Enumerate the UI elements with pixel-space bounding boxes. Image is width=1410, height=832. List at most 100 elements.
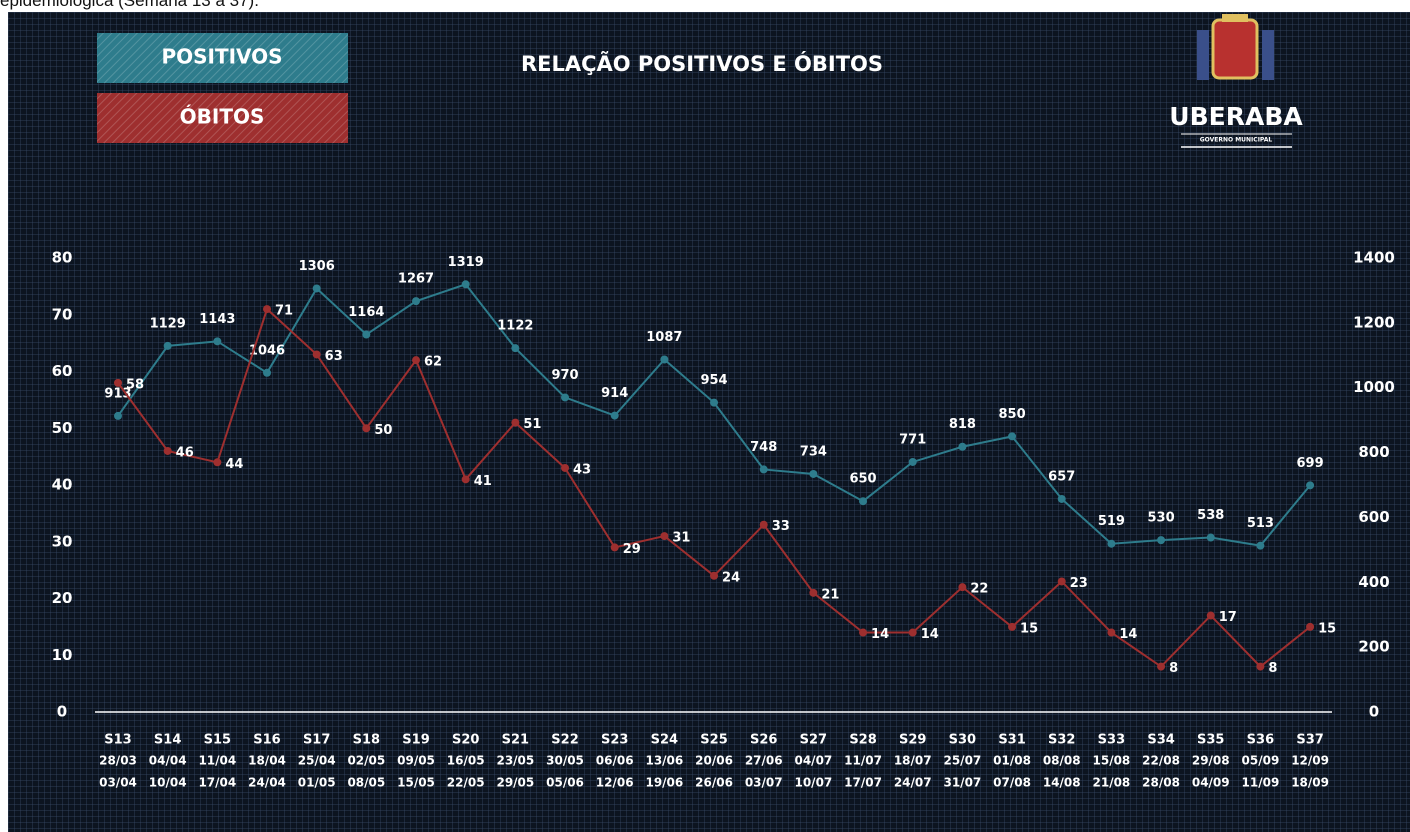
data-point: [1306, 481, 1315, 490]
value-label: 71: [275, 304, 293, 319]
data-point: [610, 411, 619, 420]
value-label: 15: [1318, 621, 1336, 636]
logo-subtitle: GOVERNO MUNICIPAL: [1200, 137, 1273, 144]
y2-tick-label: 0: [1369, 703, 1379, 721]
series-line: [117, 307, 1311, 668]
x-period-start: 08/08: [1043, 754, 1081, 768]
y2-tick-label: 400: [1358, 573, 1389, 591]
x-period-start: 22/08: [1142, 754, 1180, 768]
data-point: [809, 469, 818, 478]
data-point: [958, 583, 967, 592]
chart-title: RELAÇÃO POSITIVOS E ÓBITOS: [521, 51, 883, 76]
data-point: [908, 457, 917, 466]
x-period-start: 30/05: [546, 754, 584, 768]
data-point: [163, 341, 172, 350]
y-tick-label: 70: [52, 305, 73, 323]
data-point: [114, 378, 122, 387]
x-tick-label: S36: [1247, 733, 1274, 748]
x-period-end: 24/07: [894, 776, 932, 790]
data-point: [610, 543, 619, 552]
x-tick-label: S25: [700, 733, 727, 748]
value-label: 8: [1169, 661, 1178, 676]
data-point: [312, 284, 321, 293]
x-tick-label: S29: [899, 733, 926, 748]
x-period-end: 22/05: [447, 776, 485, 790]
value-label: 657: [1048, 469, 1075, 484]
data-point: [1306, 622, 1315, 631]
data-point: [561, 463, 570, 472]
value-label: 519: [1098, 514, 1125, 529]
y-tick-label: 40: [52, 476, 73, 494]
x-tick-label: S17: [303, 733, 330, 748]
x-period-end: 07/08: [993, 776, 1031, 790]
x-period-start: 29/08: [1192, 754, 1230, 768]
x-period-end: 31/07: [943, 776, 981, 790]
data-point: [1008, 622, 1017, 631]
x-period-start: 18/04: [248, 754, 286, 768]
x-tick-label: S19: [402, 733, 429, 748]
x-tick-label: S16: [253, 733, 280, 748]
data-point: [114, 411, 122, 420]
value-label: 1143: [199, 312, 235, 327]
y-tick-label: 80: [52, 249, 73, 267]
data-point: [859, 497, 868, 506]
value-label: 699: [1297, 456, 1324, 471]
x-tick-label: S33: [1098, 733, 1125, 748]
data-point: [1008, 432, 1017, 441]
x-period-start: 02/05: [347, 754, 385, 768]
x-period-start: 20/06: [695, 754, 733, 768]
value-label: 46: [176, 445, 194, 460]
value-label: 50: [374, 423, 392, 438]
value-label: 33: [772, 519, 790, 534]
data-point: [759, 465, 768, 474]
legend-label: POSITIVOS: [161, 45, 282, 69]
x-period-end: 18/09: [1291, 776, 1329, 790]
x-period-end: 26/06: [695, 776, 733, 790]
value-label: 914: [601, 386, 628, 401]
x-period-start: 04/04: [149, 754, 187, 768]
value-label: 734: [800, 444, 827, 459]
x-period-start: 25/07: [943, 754, 981, 768]
x-tick-label: S13: [104, 733, 131, 748]
x-period-end: 21/08: [1093, 776, 1131, 790]
data-point: [263, 368, 272, 377]
x-tick-label: S34: [1147, 733, 1174, 748]
value-label: 954: [700, 373, 727, 388]
x-period-start: 27/06: [745, 754, 783, 768]
data-point: [412, 297, 421, 306]
y-tick-label: 20: [52, 589, 73, 607]
value-label: 14: [1119, 627, 1137, 642]
x-period-start: 13/06: [645, 754, 683, 768]
data-point: [1206, 611, 1215, 620]
x-period-start: 12/09: [1291, 754, 1329, 768]
x-period-end: 28/08: [1142, 776, 1180, 790]
x-period-start: 11/04: [198, 754, 236, 768]
data-point: [1157, 536, 1166, 545]
x-period-end: 03/04: [99, 776, 137, 790]
value-label: 22: [970, 582, 988, 597]
y2-tick-label: 1200: [1353, 313, 1395, 331]
data-point: [1256, 662, 1265, 671]
chart-background: [8, 12, 1410, 832]
x-period-start: 01/08: [993, 754, 1031, 768]
x-period-start: 05/09: [1242, 754, 1280, 768]
data-point: [511, 418, 520, 427]
data-point: [1206, 533, 1215, 542]
x-period-end: 14/08: [1043, 776, 1081, 790]
data-point: [1107, 628, 1116, 637]
data-point: [362, 330, 371, 339]
data-point: [461, 280, 470, 289]
value-label: 1122: [497, 319, 533, 334]
data-point: [759, 520, 768, 529]
y2-tick-label: 600: [1358, 508, 1389, 526]
value-label: 58: [126, 377, 144, 392]
x-tick-label: S22: [551, 733, 578, 748]
x-period-end: 11/09: [1242, 776, 1280, 790]
data-point: [163, 446, 172, 455]
x-tick-label: S28: [849, 733, 876, 748]
data-point: [213, 337, 222, 346]
x-tick-label: S37: [1296, 733, 1323, 748]
value-label: 63: [325, 349, 343, 364]
logo: UBERABA GOVERNO MUNICIPAL: [1169, 14, 1303, 148]
